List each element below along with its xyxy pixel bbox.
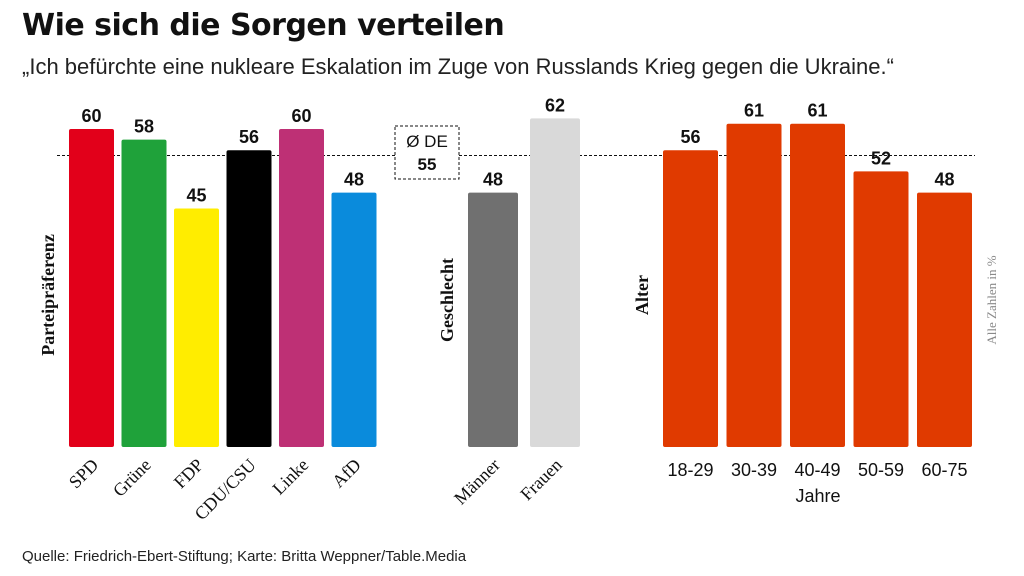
category-label: Grüne bbox=[109, 455, 155, 501]
average-value: 55 bbox=[418, 155, 437, 174]
value-label: 56 bbox=[239, 127, 259, 147]
value-label: 45 bbox=[186, 186, 206, 206]
bar bbox=[663, 150, 718, 447]
value-label: 61 bbox=[807, 101, 827, 121]
category-label: Frauen bbox=[516, 455, 565, 504]
bar bbox=[69, 129, 114, 447]
bar bbox=[121, 139, 167, 447]
value-label: 58 bbox=[134, 117, 154, 137]
bar bbox=[917, 192, 972, 447]
bar bbox=[226, 150, 272, 447]
category-label: 60-75 bbox=[921, 460, 967, 480]
category-label: FDP bbox=[170, 455, 207, 492]
category-label: Männer bbox=[450, 455, 504, 509]
bar bbox=[790, 123, 845, 447]
group-label: Alter bbox=[632, 275, 652, 315]
average-label: Ø DE bbox=[406, 132, 448, 151]
value-label: 61 bbox=[744, 101, 764, 121]
category-label: 50-59 bbox=[858, 460, 904, 480]
value-label: 48 bbox=[344, 170, 364, 190]
category-label: SPD bbox=[65, 455, 102, 492]
category-label: 40-49 bbox=[794, 460, 840, 480]
group-label: Parteipräferenz bbox=[38, 234, 58, 356]
source-note: Quelle: Friedrich-Ebert-Stiftung; Karte:… bbox=[22, 548, 467, 565]
value-label: 60 bbox=[291, 106, 311, 126]
unit-note: Alle Zahlen in % bbox=[984, 255, 999, 344]
group-label: Geschlecht bbox=[437, 258, 457, 342]
bar bbox=[331, 192, 377, 447]
chart-subtitle: „Ich befürchte eine nukleare Eskalation … bbox=[22, 54, 894, 79]
chart-title: Wie sich die Sorgen verteilen bbox=[22, 8, 505, 43]
category-label: 18-29 bbox=[667, 460, 713, 480]
x-axis-label: Jahre bbox=[795, 486, 840, 506]
bar bbox=[530, 118, 580, 448]
value-label: 56 bbox=[680, 127, 700, 147]
value-label: 52 bbox=[871, 148, 891, 168]
value-label: 62 bbox=[545, 95, 565, 115]
value-label: 48 bbox=[483, 170, 503, 190]
bar bbox=[726, 123, 782, 447]
value-label: 48 bbox=[934, 170, 954, 190]
bar bbox=[174, 208, 219, 447]
category-label: AfD bbox=[328, 455, 365, 492]
category-label: Linke bbox=[268, 455, 312, 499]
bar bbox=[279, 129, 324, 447]
bar bbox=[853, 171, 909, 447]
category-label: 30-39 bbox=[731, 460, 777, 480]
average-box bbox=[394, 125, 460, 180]
bar bbox=[468, 192, 518, 447]
value-label: 60 bbox=[81, 106, 101, 126]
